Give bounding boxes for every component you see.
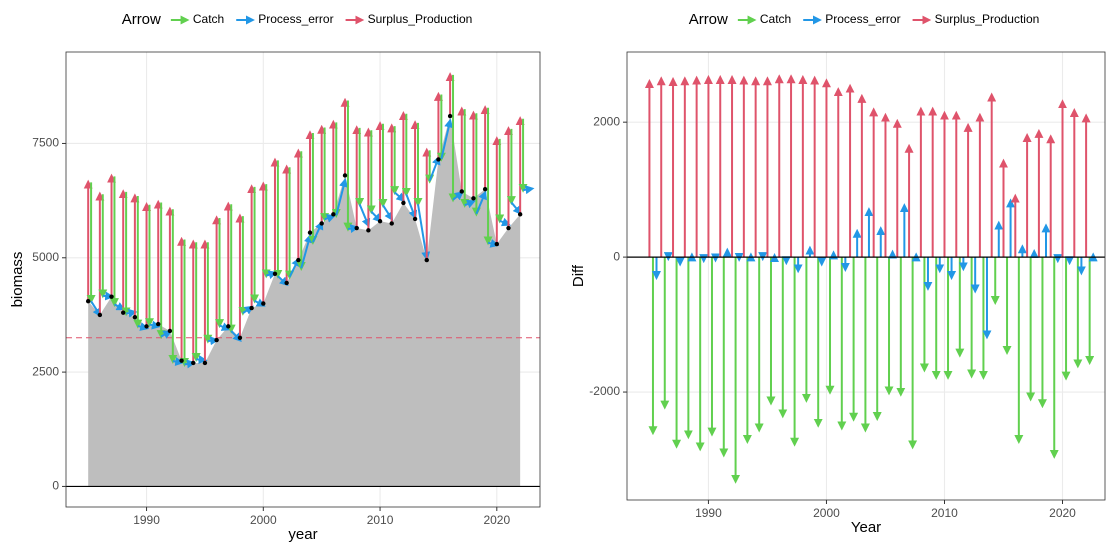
biomass-point: [412, 216, 418, 222]
x-axis-title: year: [288, 526, 317, 543]
y-tick-label: 7500: [32, 136, 59, 150]
biomass-point: [296, 257, 301, 263]
biomass-point: [307, 230, 313, 235]
biomass-point: [447, 113, 453, 119]
legend-label: Surplus_Production: [935, 12, 1040, 26]
arrow: [382, 204, 394, 222]
biomass-point: [249, 305, 254, 311]
x-tick-label: 2000: [250, 513, 277, 527]
y-axis-title: biomass: [9, 252, 26, 308]
arrow: [196, 355, 208, 365]
biomass-point: [377, 218, 383, 224]
legend-title: Arrow: [122, 11, 161, 28]
x-tick-label: 1990: [133, 513, 160, 527]
arrow: [417, 204, 431, 261]
x-tick-label: 2020: [483, 513, 510, 527]
arrow: [393, 191, 406, 202]
biomass-point: [354, 225, 359, 231]
biomass-point: [97, 312, 103, 318]
x-tick-label: 1990: [695, 506, 722, 520]
arrow: [312, 220, 324, 243]
legend-label: Catch: [193, 12, 224, 26]
arrow: [160, 330, 173, 339]
biomass-point: [319, 221, 324, 226]
biomass-point: [342, 173, 348, 178]
biomass-point: [471, 196, 476, 201]
arrow: [335, 177, 348, 216]
plot-border: [65, 51, 541, 508]
x-tick-label: 2000: [813, 506, 840, 520]
arrow: [370, 210, 382, 223]
legend-label: Process_error: [825, 12, 900, 26]
biomass-point: [237, 335, 243, 341]
biomass-point: [214, 337, 219, 343]
biomass-point: [85, 299, 91, 304]
y-tick-label: 5000: [32, 250, 59, 264]
biomass-point: [167, 328, 173, 334]
biomass-area: [88, 116, 521, 487]
arrow: [149, 320, 161, 330]
arrow: [440, 118, 454, 160]
plot-border: [626, 51, 1106, 501]
biomass-point: [261, 301, 266, 306]
biomass-point: [506, 225, 511, 231]
biomass-point: [459, 189, 464, 194]
arrow: [522, 185, 535, 195]
arrow: [125, 308, 138, 318]
biomass-point: [389, 221, 394, 226]
arrow: [452, 191, 464, 201]
legend-title: Arrow: [689, 11, 728, 28]
legend-label: Catch: [760, 12, 791, 26]
arrow: [464, 199, 476, 209]
biomass-point: [272, 271, 278, 276]
arrow: [428, 155, 441, 182]
biomass-point: [132, 315, 138, 320]
x-axis-title: Year: [851, 519, 881, 536]
biomass-point: [191, 360, 196, 366]
arrow: [499, 217, 511, 227]
y-tick-label: -2000: [589, 384, 620, 398]
biomass-point: [179, 358, 184, 363]
x-tick-label: 2020: [1049, 506, 1076, 520]
biomass-point: [121, 310, 126, 315]
arrow: [358, 203, 371, 228]
x-tick-label: 2010: [367, 513, 394, 527]
biomass-point: [401, 200, 406, 206]
biomass-point: [331, 212, 336, 217]
biomass-point: [482, 186, 488, 192]
biomass-point: [494, 241, 500, 247]
arrow: [475, 190, 487, 215]
y-tick-label: 0: [613, 249, 620, 263]
x-tick-label: 2010: [931, 506, 958, 520]
legend: Arrow Catch Process_error Surplus_Productio…: [689, 11, 1040, 28]
legend-label: Process_error: [258, 12, 333, 26]
biomass-point: [366, 228, 371, 233]
y-tick-label: 0: [52, 479, 59, 493]
biomass-point: [436, 157, 441, 162]
y-tick-label: 2000: [593, 114, 620, 128]
biomass-point: [226, 324, 231, 329]
legend-label: Surplus_Production: [368, 12, 473, 26]
biomass-point: [156, 321, 161, 327]
biomass-point: [202, 360, 208, 366]
y-tick-label: 2500: [32, 364, 59, 378]
arrow: [90, 300, 102, 318]
biomass-point: [424, 257, 429, 263]
biomass-point: [144, 324, 149, 329]
biomass-point: [517, 212, 523, 217]
biomass-point: [284, 280, 289, 286]
arrow: [510, 201, 522, 216]
biomass-point: [109, 294, 114, 299]
arrow: [405, 193, 418, 220]
y-axis-title: Diff: [570, 264, 587, 287]
legend: Arrow Catch Process_error Surplus_Productio…: [122, 11, 473, 28]
